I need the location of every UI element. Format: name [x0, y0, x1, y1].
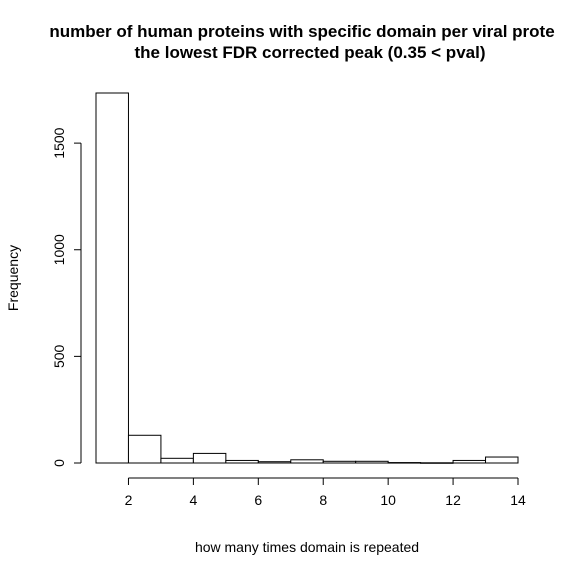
histogram-bar-13: [485, 456, 519, 464]
histogram-bar-6: [257, 461, 292, 464]
x-tick-label: 10: [380, 492, 396, 508]
y-axis: 0 500 1000 1500: [51, 127, 82, 467]
histogram-bar-9: [355, 460, 389, 464]
histogram-bar-11: [420, 462, 454, 464]
histogram-bar-1: [95, 92, 129, 464]
x-tick-label: 6: [254, 492, 262, 508]
x-tick-label: 8: [319, 492, 327, 508]
histogram-bar-2: [127, 434, 162, 464]
histogram-bar-5: [225, 459, 259, 464]
x-tick-label: 2: [125, 492, 133, 508]
y-tick-label: 500: [51, 344, 67, 368]
histogram-bar-10: [387, 462, 422, 464]
histogram-bar-3: [160, 457, 194, 464]
y-axis-label: Frequency: [5, 245, 21, 311]
chart-title-line-2: the lowest FDR corrected peak (0.35 < pv…: [135, 43, 486, 62]
chart-title-line-1: number of human proteins with specific d…: [49, 22, 554, 41]
histogram-bar-12: [452, 459, 487, 464]
x-tick-label: 12: [445, 492, 461, 508]
x-tick-label: 4: [189, 492, 197, 508]
y-tick-label: 1000: [51, 234, 67, 265]
y-tick-label: 1500: [51, 127, 67, 158]
y-tick-label: 0: [51, 459, 67, 467]
x-axis-label: how many times domain is repeated: [195, 539, 419, 555]
histogram-bars: [95, 92, 519, 464]
histogram-bar-7: [290, 459, 324, 464]
histogram-bar-4: [192, 452, 227, 464]
x-tick-label: 14: [510, 492, 526, 508]
histogram-bar-8: [322, 460, 357, 464]
x-axis: 2 4 6 8 10 12 14: [125, 477, 526, 508]
